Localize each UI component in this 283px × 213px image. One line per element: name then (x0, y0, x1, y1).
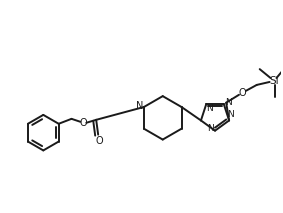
Text: O: O (238, 88, 246, 98)
Text: N: N (207, 124, 213, 133)
Text: N: N (206, 104, 213, 113)
Text: N: N (136, 101, 144, 111)
Text: Si: Si (270, 76, 279, 86)
Text: O: O (95, 135, 103, 145)
Text: O: O (80, 118, 87, 128)
Text: N: N (227, 110, 233, 119)
Text: N: N (225, 98, 232, 107)
